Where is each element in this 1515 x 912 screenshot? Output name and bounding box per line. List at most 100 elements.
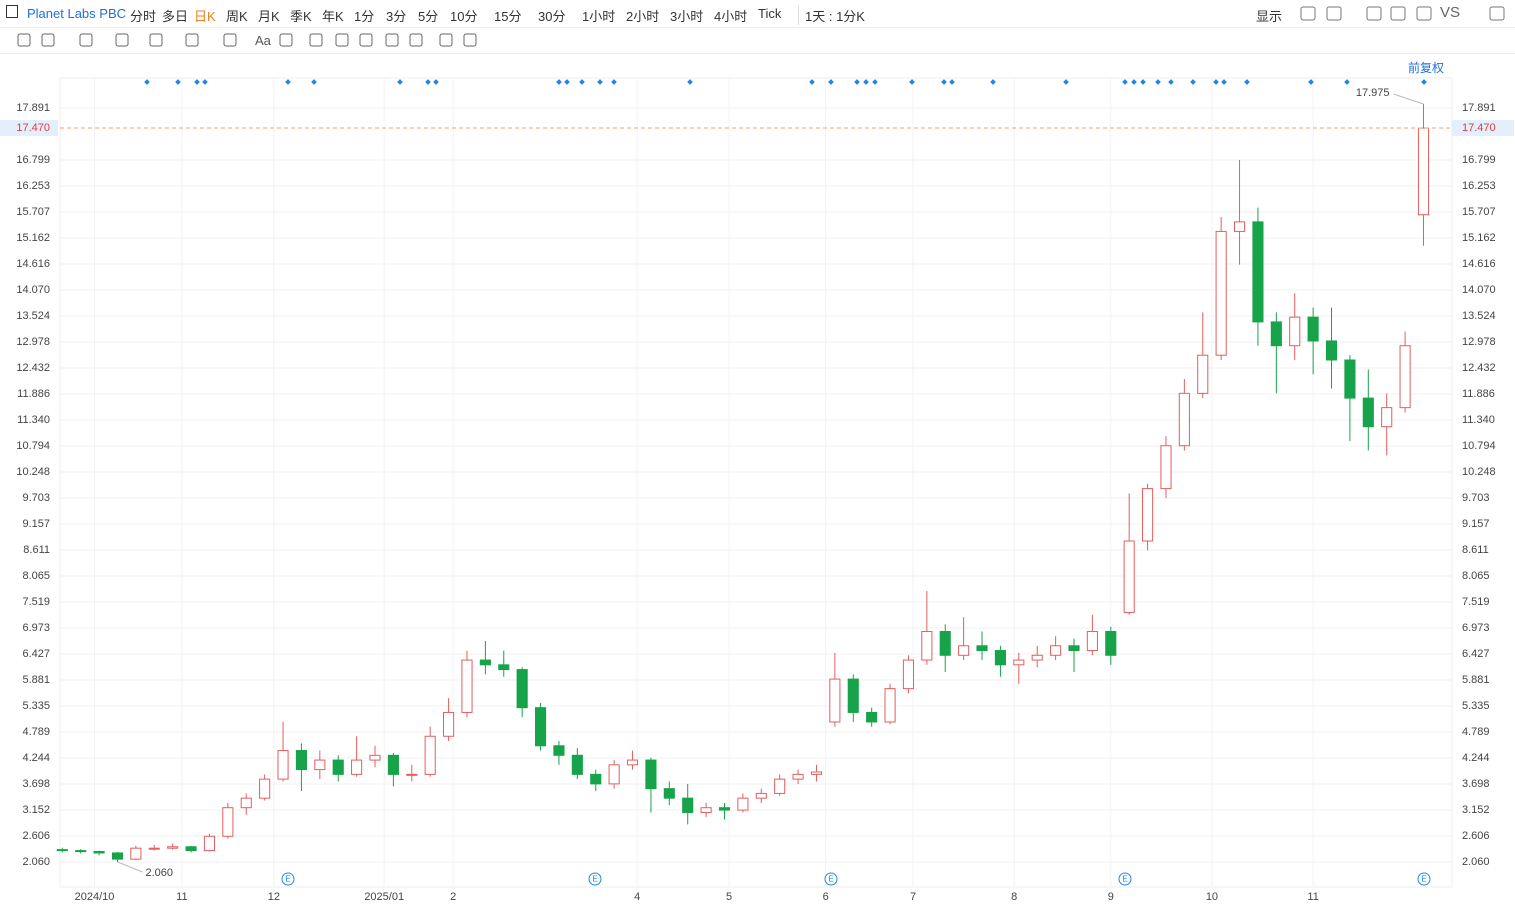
- candle-body: [240, 797, 252, 809]
- candle-body: [1270, 321, 1282, 347]
- period-tab[interactable]: 日K: [194, 9, 216, 24]
- event-dot: [687, 79, 693, 85]
- event-dot: [285, 79, 291, 85]
- y-tick-label-right: 15.707: [1462, 206, 1496, 218]
- period-tab[interactable]: 月K: [258, 9, 280, 24]
- candle-body: [1142, 488, 1154, 542]
- period-tab[interactable]: 15分: [494, 9, 522, 24]
- compare[interactable]: VS: [1440, 4, 1461, 21]
- x-tick-label: 2025/01: [364, 891, 404, 903]
- period-tab[interactable]: 5分: [418, 9, 439, 24]
- event-dot: [809, 79, 815, 85]
- period-tab[interactable]: 4小时: [714, 9, 748, 24]
- event-dot: [1221, 79, 1227, 85]
- period-tab[interactable]: 周K: [226, 9, 248, 24]
- y-tick-label-right: 9.703: [1462, 492, 1490, 504]
- candle-body: [75, 850, 87, 853]
- y-tick-label-right: 10.794: [1462, 440, 1496, 452]
- candle-body: [1307, 316, 1319, 342]
- period-tab[interactable]: Tick: [758, 6, 782, 21]
- candle-body: [148, 847, 160, 850]
- event-dot: [1213, 79, 1219, 85]
- candle-body: [700, 807, 712, 813]
- earnings-marker: [1118, 872, 1132, 886]
- candle-body: [1197, 354, 1209, 394]
- candle-body: [1233, 221, 1246, 232]
- candle-body: [369, 754, 381, 761]
- y-tick-label-right: 13.524: [1462, 310, 1496, 322]
- y-tick-label-right: 12.978: [1462, 336, 1496, 348]
- min-leader: [117, 861, 143, 873]
- y-tick-label-right: 14.616: [1462, 258, 1496, 270]
- period-tab[interactable]: 年K: [322, 9, 344, 24]
- y-tick-label: 10.794: [16, 440, 50, 452]
- event-dot: [144, 79, 150, 85]
- candle-body: [626, 759, 639, 766]
- top-toolbar: Planet Labs PBC 显示 VS 分时 多日 日K 周K 月K 季K 年K 1分 3分…: [0, 0, 1515, 28]
- x-tick-label: 11: [176, 891, 187, 903]
- y-tick-label-right: 12.432: [1462, 362, 1496, 374]
- y-tick-label: 10.248: [16, 466, 50, 478]
- candle-body: [590, 773, 602, 785]
- period-tab[interactable]: 3分: [386, 9, 407, 24]
- y-tick-label: 15.162: [16, 232, 50, 244]
- x-tick-label: 12: [268, 891, 280, 903]
- earnings-marker: [588, 872, 602, 886]
- price-tag-bg: [0, 120, 58, 137]
- period-tab[interactable]: 30分: [538, 9, 566, 24]
- period-tab[interactable]: 10分: [450, 9, 478, 24]
- period-tab[interactable]: 2小时: [626, 9, 660, 24]
- candle-body: [424, 735, 436, 775]
- adjust-mode[interactable]: 前复权: [1408, 61, 1445, 75]
- period-tab[interactable]: 季K: [290, 9, 312, 24]
- event-dot: [1308, 79, 1314, 85]
- x-tick-label: 9: [1108, 891, 1114, 903]
- period-tab[interactable]: 1分: [354, 9, 375, 24]
- y-tick-label: 6.973: [22, 622, 50, 634]
- candle-body: [774, 778, 786, 794]
- candle-body: [498, 664, 510, 671]
- candle-body: [1031, 654, 1043, 661]
- period-tab[interactable]: 1天 : 1分K: [798, 6, 865, 25]
- period-tab[interactable]: 1小时: [582, 9, 616, 24]
- y-tick-label-right: 5.335: [1462, 700, 1490, 712]
- y-tick-label-right: 3.152: [1462, 804, 1490, 816]
- candle-body: [1086, 630, 1098, 652]
- period-tab[interactable]: 分时: [130, 9, 157, 24]
- event-dot: [579, 79, 585, 85]
- y-tick-label: 3.698: [22, 778, 50, 790]
- candle-body: [866, 711, 878, 723]
- earnings-label: E: [1421, 875, 1426, 884]
- symbol[interactable]: Planet Labs PBC: [27, 6, 127, 21]
- candle-body: [93, 851, 105, 854]
- candle-body: [332, 759, 344, 775]
- candle-body: [461, 659, 473, 713]
- candle-body: [406, 773, 418, 776]
- min-marker-label: 2.060: [145, 867, 173, 879]
- display-menu[interactable]: 显示: [1256, 9, 1283, 24]
- event-dot: [1063, 79, 1069, 85]
- candle-body: [479, 659, 491, 666]
- period-tab[interactable]: 多日: [162, 9, 189, 24]
- event-dot: [194, 79, 200, 85]
- candle-body: [902, 659, 915, 690]
- earnings-marker: [281, 872, 295, 886]
- candle-body: [1381, 407, 1393, 428]
- candle-body: [295, 750, 307, 771]
- candle-body: [351, 759, 363, 775]
- candle-body: [792, 773, 804, 780]
- sidebar-icon[interactable]: [6, 5, 18, 18]
- y-tick-label-right: 6.427: [1462, 648, 1490, 660]
- x-tick-label: 11: [1307, 891, 1318, 903]
- y-tick-label: 16.253: [16, 180, 50, 192]
- candle-body: [1399, 345, 1411, 409]
- text-tool[interactable]: Aa: [255, 33, 271, 48]
- candle-body: [516, 669, 528, 709]
- candle-body: [553, 745, 565, 756]
- period-tab[interactable]: 3小时: [670, 9, 704, 24]
- event-dot: [175, 79, 181, 85]
- candle-body: [1013, 659, 1025, 666]
- y-tick-label: 13.524: [16, 310, 50, 322]
- event-dot: [1122, 79, 1128, 85]
- earnings-label: E: [592, 875, 597, 884]
